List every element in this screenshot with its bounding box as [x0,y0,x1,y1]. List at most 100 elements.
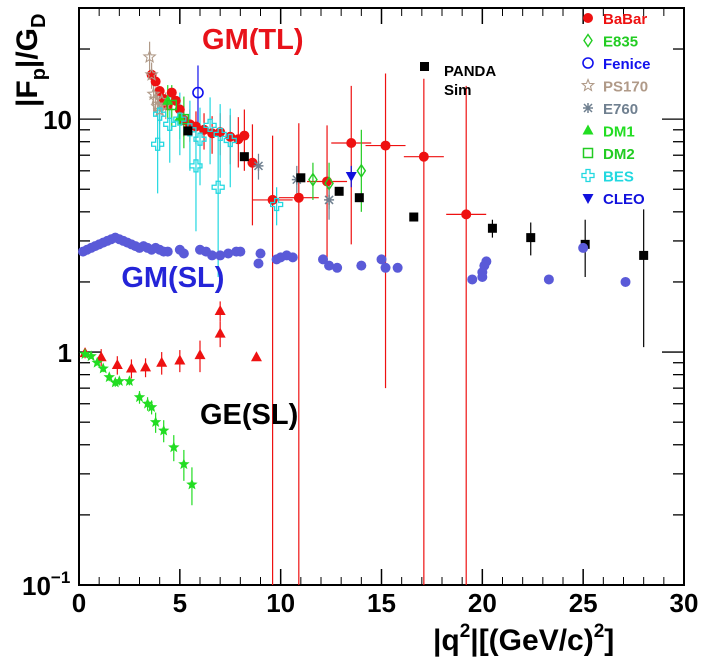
ge-sl--point [168,441,180,453]
gm-sl--point [332,262,343,273]
gm-sl--point [467,274,478,285]
babar-point [174,104,185,115]
legend-e760-marker [583,103,593,113]
ps170-point [148,91,163,106]
x-tick-label: 5 [173,588,187,618]
legend-babar-marker [583,13,593,23]
e760-point [324,194,335,205]
gm-sl--point [287,252,298,263]
ge-sl--point [141,397,154,409]
y-axis-title: |Fp|/GD [11,14,50,107]
legend-bes-marker [581,168,595,183]
bes-point [223,133,237,148]
babar-point [190,121,201,132]
e760-point [253,160,264,171]
gm-sl--point [162,246,173,257]
bes-point [213,127,227,142]
panda-legend-marker [420,62,429,71]
dm2-point [166,99,178,111]
annotation-gm-tl-: GM(TL) [202,24,303,56]
legend-babar-label: BaBar [603,11,647,28]
panda-sim-point [354,193,364,203]
x-tick-label: 15 [367,588,396,618]
babar-point [461,209,472,220]
babar-point [293,192,304,203]
panda-sim-point [296,173,306,183]
gm-sl--point [620,276,631,287]
gm-sl--point [253,258,264,269]
ge-sl--point [186,478,198,490]
legend-dm1-marker [582,124,594,135]
ge-sl--point [103,371,115,383]
gm-sl-red-point [250,351,262,362]
ge-sl--point [133,391,146,403]
annotations: GM(TL) GM(SL) GE(SL) [121,24,303,431]
bes-point [211,180,225,194]
e835-point [308,172,318,187]
legend-cleo-label: CLEO [603,191,645,208]
gm-sl--point [255,248,266,259]
fenice-point [192,86,204,99]
x-tick-label: 25 [569,588,598,618]
axis-ticks: 0 5 10 15 20 25 30 1 10 10−1 [22,7,698,618]
legend: BaBar E835 Fenice PS170 E760 DM1 DM2 BES CLEO [580,11,651,208]
gm-sl-red-point [214,327,226,338]
legend-dm2-label: DM2 [603,146,635,163]
y-tick-label: 10 [43,105,72,135]
y-tick-label-min: 10−1 [22,568,70,601]
y-tick-label: 1 [58,338,72,368]
legend-fenice-label: Fenice [603,56,651,73]
panda-sim-point [334,186,344,196]
legend-ps170-marker [580,77,596,92]
bes-point [193,132,207,146]
gm-sl-red-point [95,351,107,362]
gm-sl-red-point [156,356,168,367]
dm1-point [162,94,174,105]
babar-point [239,130,250,141]
gm-sl-red-point [125,362,137,373]
e835-point [356,163,367,179]
x-tick-label: 20 [468,588,497,618]
ge-sl--point [79,348,91,359]
bes-point [203,118,217,133]
gm-sl-red-point [214,305,226,316]
legend-bes-label: BES [603,169,634,186]
gm-sl--point [356,260,367,271]
dm2-point [178,113,190,125]
legend-dm1-label: DM1 [603,124,635,141]
ge-sl--point [97,362,109,374]
e835-point [324,176,334,191]
legend-ps170-label: PS170 [603,79,648,96]
panda-legend-line2: Sim [444,82,472,99]
gm-sl--point [215,250,226,261]
legend-e760-label: E760 [603,101,638,118]
gm-sl--point [578,242,589,253]
gm-sl-red-point [174,354,186,365]
panda-sim-point [526,233,536,243]
gm-sl-red-point [111,359,123,370]
gm-sl--point [207,250,218,261]
legend-e835-marker [583,33,593,48]
babar-point [346,137,357,148]
x-tick-label: 10 [266,588,295,618]
cleo-point [345,172,357,183]
legend-cleo-marker [582,194,594,204]
ge-sl--point [91,356,103,368]
gm-sl--point [178,248,189,259]
bes-point [163,117,177,131]
gm-sl--point [392,262,403,273]
ge-sl--point [123,375,136,386]
babar-point [267,194,278,205]
panda-sim-point [239,152,249,162]
gm-sl--point [477,267,488,278]
bes-point [269,197,284,212]
babar-point [380,140,391,151]
gm-sl--point [376,254,387,265]
ge-sl--point [113,375,125,386]
panda-sim-point [487,223,497,233]
ge-sl--point [145,401,158,412]
ge-sl--point [149,416,162,427]
gm-sl--point [380,262,391,273]
gm-sl--point [481,256,492,267]
